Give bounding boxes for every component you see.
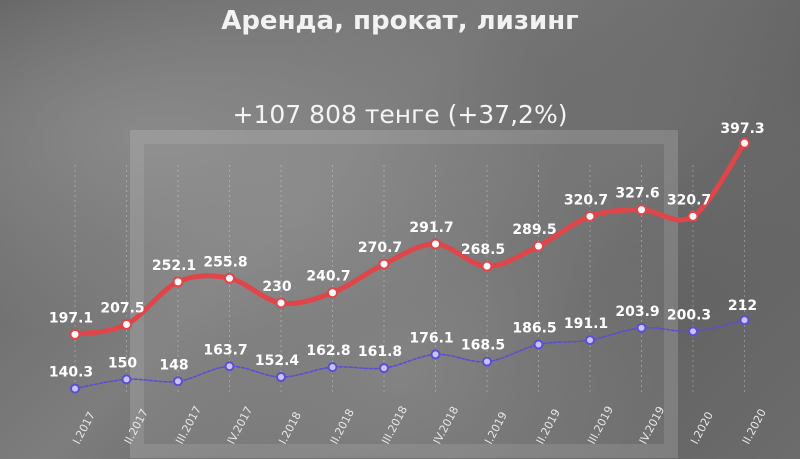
series-2-point [430,349,441,360]
series-1-point [121,318,132,330]
chart-title: Аренда, прокат, лизинг [221,6,579,36]
series-1-point [224,272,235,284]
series-1-data-label: 320.7 [564,192,608,208]
series-1-point [636,204,647,216]
series-2-data-label: 176.1 [409,330,453,346]
series-1-data-label: 270.7 [358,240,402,256]
x-tick-label: II.2019 [534,407,563,447]
x-tick-label: I.2018 [276,410,304,447]
series-2-point [533,339,544,350]
series-2-point [739,315,750,326]
series-2-data-label: 161.8 [358,344,402,360]
series-1-point [69,328,81,340]
x-tick-label: I.2017 [70,410,98,447]
series-2-point [585,335,595,346]
x-tick-label: III.2017 [173,404,204,447]
x-tick-label: II.2020 [740,407,769,447]
series-1-data-label: 240.7 [306,269,350,285]
series-1-data-label: 207.5 [100,300,144,316]
series-1-point [533,240,544,252]
series-1-data-label: 289.5 [512,222,556,238]
series-2-data-label: 200.3 [667,307,711,323]
x-tick-label: III.2019 [585,404,616,447]
series-2-point [276,372,286,383]
series-2-data-label: 163.7 [203,342,247,358]
series-2-point [70,383,80,394]
series-2-data-label: 150 [108,355,137,371]
series-1-point [430,238,441,250]
chart-subtitle: +107 808 тенге (+37,2%) [232,100,568,129]
series-1-point [687,210,699,222]
series-1-point [275,297,287,309]
series-1-data-label: 255.8 [203,254,247,270]
series-1-point [739,137,750,149]
series-1-data-label: 291.7 [409,220,453,236]
series-1-point [172,276,184,288]
series-1-point [327,287,338,299]
background-photo-frame [130,130,678,458]
series-2-point [688,326,698,337]
series-2-point [482,356,492,367]
series-1-data-label: 327.6 [615,186,659,202]
series-2-data-label: 191.1 [564,316,608,332]
x-tick-label: IV.2017 [225,404,256,446]
series-2-data-label: 148 [159,357,188,373]
series-2-data-label: 162.8 [306,343,350,359]
x-tick-label: I.2020 [688,410,716,447]
series-1-data-label: 230 [262,279,291,295]
series-2-data-label: 203.9 [615,304,659,320]
x-tick-label: II.2018 [328,407,357,447]
series-1-point [378,258,390,270]
series-2-point [327,362,338,373]
series-2-data-label: 168.5 [461,338,505,354]
series-1-data-label: 197.1 [49,310,93,326]
x-tick-label: IV.2018 [431,404,462,446]
series-2-point [173,376,183,387]
series-2-data-label: 152.4 [255,353,300,369]
series-2-point [636,322,647,333]
series-2-point [121,374,132,385]
x-tick-label: IV.2019 [637,404,668,446]
series-2-data-label: 140.3 [49,365,93,381]
series-1-data-label: 252.1 [152,258,196,274]
x-tick-label: III.2018 [379,404,410,447]
series-1-point [584,210,596,222]
series-2-data-label: 212 [728,298,757,314]
x-tick-label: II.2017 [122,407,151,447]
series-2-data-label: 186.5 [512,320,556,336]
x-tick-label: I.2019 [482,410,510,447]
series-2-point [224,361,235,372]
series-1-data-label: 397.3 [720,121,764,137]
series-1-data-label: 268.5 [461,242,505,258]
series-1-data-label: 320.7 [667,192,711,208]
series-1-point [481,260,493,272]
series-2-point [379,363,389,374]
